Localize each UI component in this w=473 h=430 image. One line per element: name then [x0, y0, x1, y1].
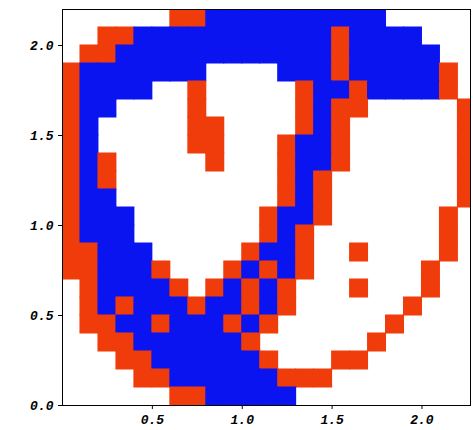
svg-text:2.0: 2.0 — [410, 413, 434, 428]
svg-text:0.5: 0.5 — [141, 413, 165, 428]
svg-text:2.0: 2.0 — [30, 39, 54, 54]
svg-text:1.0: 1.0 — [231, 413, 255, 428]
svg-text:0.0: 0.0 — [30, 399, 54, 414]
svg-text:1.5: 1.5 — [30, 129, 54, 144]
svg-text:1.0: 1.0 — [30, 219, 54, 234]
svg-text:0.5: 0.5 — [30, 309, 54, 324]
svg-text:1.5: 1.5 — [320, 413, 344, 428]
